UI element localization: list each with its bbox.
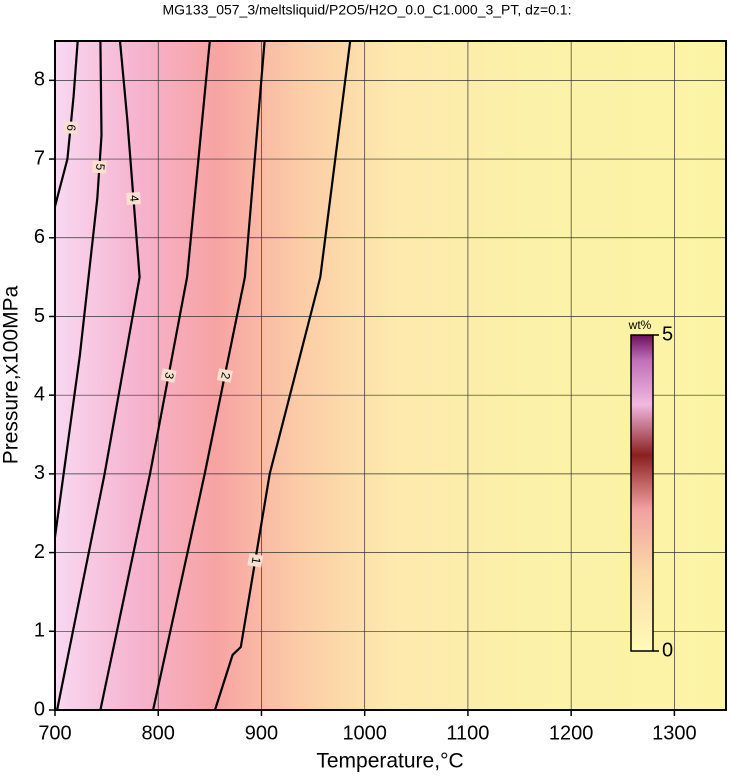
contour-label: 5 xyxy=(93,163,107,171)
x-axis-label: Temperature,°C xyxy=(316,750,463,773)
contour-label-bg xyxy=(216,368,233,383)
contour-label-bg xyxy=(160,368,177,383)
y-tick-label: 5 xyxy=(34,305,45,327)
chart-title: MG133_057_3/meltsliquid/P2O5/H2O_0.0_C1.… xyxy=(163,2,572,18)
x-tick-label: 700 xyxy=(38,722,71,744)
x-tick-label: 900 xyxy=(245,722,278,744)
contour-label-bg xyxy=(62,120,79,135)
contour-line xyxy=(53,40,103,537)
contour-line xyxy=(56,40,141,711)
y-tick-label: 4 xyxy=(34,383,45,405)
x-tick-label: 800 xyxy=(142,722,175,744)
colorbar xyxy=(630,334,654,652)
contour-label: 3 xyxy=(162,371,177,380)
contour-label: 2 xyxy=(218,371,233,381)
y-axis-label: Pressure,x100MPa xyxy=(0,285,23,464)
contour-label: 6 xyxy=(64,124,79,132)
contour-label-bg xyxy=(92,160,107,174)
y-tick-label: 2 xyxy=(34,541,45,563)
colorbar-tick-label: 0 xyxy=(662,639,673,661)
colorbar-tick-label: 5 xyxy=(662,323,673,345)
x-tick-label: 1000 xyxy=(342,722,387,744)
contour-fill xyxy=(55,41,726,710)
x-tick-label: 1100 xyxy=(446,722,489,744)
y-tick-label: 7 xyxy=(34,147,45,169)
contour-label-bg xyxy=(247,553,264,568)
x-tick-label: 1200 xyxy=(549,722,594,744)
y-tick-label: 6 xyxy=(34,226,45,248)
y-tick-label: 8 xyxy=(34,69,45,91)
contour-label: 4 xyxy=(127,194,142,202)
y-tick-label: 0 xyxy=(34,698,45,720)
contour-label: 1 xyxy=(249,556,264,565)
y-tick-label: 1 xyxy=(34,620,45,642)
y-tick-label: 3 xyxy=(34,462,45,484)
x-tick-label: 1300 xyxy=(652,722,697,744)
contour-label-bg xyxy=(126,191,141,205)
colorbar-label: wt% xyxy=(628,318,652,332)
plot-frame xyxy=(54,40,727,711)
